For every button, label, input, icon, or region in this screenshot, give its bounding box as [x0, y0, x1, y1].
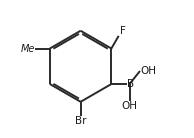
Text: B: B	[126, 79, 134, 89]
Text: OH: OH	[140, 67, 156, 76]
Text: Me: Me	[21, 43, 35, 54]
Text: F: F	[120, 26, 126, 36]
Text: Br: Br	[75, 116, 86, 126]
Text: OH: OH	[121, 101, 138, 111]
